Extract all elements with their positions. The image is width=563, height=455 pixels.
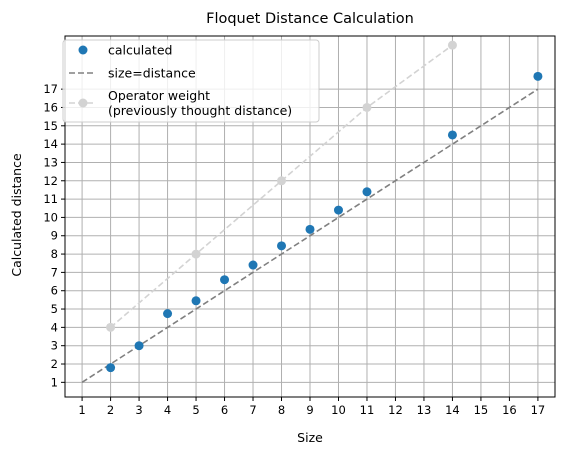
- y-tick-label: 5: [51, 302, 58, 316]
- data-point: [134, 341, 144, 351]
- x-tick-label: 9: [306, 403, 313, 417]
- data-point: [362, 187, 372, 197]
- series-0: [106, 71, 543, 373]
- y-tick-label: 14: [43, 137, 58, 151]
- data-point: [248, 260, 258, 270]
- x-axis-label: Size: [297, 430, 323, 445]
- data-point: [447, 130, 457, 140]
- x-tick-label: 11: [360, 403, 375, 417]
- y-tick-label: 17: [43, 82, 58, 96]
- legend-label: Operator weight (previously thought dista…: [108, 88, 292, 118]
- x-tick-label: 14: [445, 403, 460, 417]
- data-point: [163, 309, 173, 319]
- y-tick-label: 12: [43, 174, 58, 188]
- y-axis-label: Calculated distance: [9, 153, 24, 277]
- x-tick-label: 17: [531, 403, 546, 417]
- data-point: [191, 296, 201, 306]
- x-tick-label: 8: [278, 403, 285, 417]
- y-tick-label: 11: [43, 192, 58, 206]
- legend-box: [62, 39, 320, 123]
- data-point: [106, 363, 116, 373]
- data-point: [106, 322, 116, 332]
- x-tick-label: 5: [192, 403, 199, 417]
- data-point: [333, 205, 343, 215]
- x-tick-label: 4: [164, 403, 171, 417]
- x-tick-label: 3: [135, 403, 142, 417]
- data-point: [533, 71, 543, 81]
- y-tick-label: 13: [43, 155, 58, 169]
- y-tick-label: 15: [43, 119, 58, 133]
- x-tick-label: 13: [417, 403, 432, 417]
- x-tick-label: 2: [107, 403, 114, 417]
- y-tick-label: 8: [51, 247, 58, 261]
- x-tick-label: 1: [78, 403, 85, 417]
- data-point: [277, 241, 287, 251]
- legend-swatch-marker: [78, 98, 88, 108]
- y-tick-label: 6: [51, 284, 58, 298]
- legend-swatch-marker: [78, 45, 88, 55]
- y-tick-label: 3: [51, 339, 58, 353]
- x-tick-label: 16: [502, 403, 517, 417]
- legend: calculated size=distance Operator weight (p…: [62, 39, 320, 123]
- data-point: [277, 176, 287, 186]
- data-point: [447, 40, 457, 50]
- x-tick-label: 15: [474, 403, 489, 417]
- data-point: [220, 275, 230, 285]
- x-tick-label: 10: [331, 403, 346, 417]
- series-2: [106, 40, 457, 332]
- y-tick-label: 2: [51, 357, 58, 371]
- y-tick-label: 7: [51, 265, 58, 279]
- y-tick-label: 9: [51, 229, 58, 243]
- plot-series: [81, 40, 543, 384]
- y-tick-label: 1: [51, 375, 58, 389]
- x-axis-ticks: 1 2 3 4 5 6 7 8 9 10 11 12 13 14 15 16 17: [78, 397, 545, 417]
- legend-label: calculated: [108, 43, 172, 58]
- series-line: [81, 88, 539, 384]
- series-1: [81, 88, 539, 384]
- data-point: [362, 102, 372, 112]
- data-point: [305, 224, 315, 234]
- x-tick-label: 6: [221, 403, 228, 417]
- x-tick-label: 12: [388, 403, 403, 417]
- data-point: [191, 249, 201, 259]
- y-tick-label: 16: [43, 100, 58, 114]
- chart-title: Floquet Distance Calculation: [206, 11, 414, 27]
- x-tick-label: 7: [249, 403, 256, 417]
- y-tick-label: 10: [43, 210, 58, 224]
- legend-label: size=distance: [108, 66, 196, 81]
- y-tick-label: 4: [51, 320, 58, 334]
